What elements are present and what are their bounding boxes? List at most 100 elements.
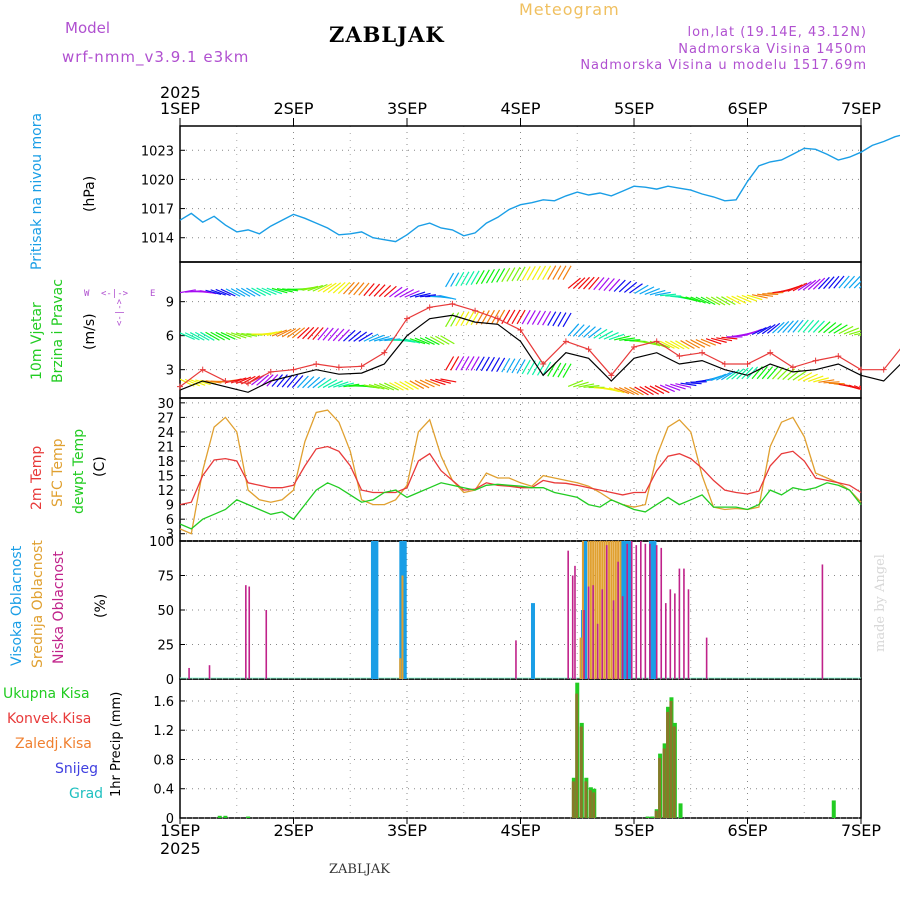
wind-barb — [440, 335, 455, 345]
cloud-bar-mid — [619, 541, 622, 679]
wind-barb — [332, 328, 345, 342]
wind-barb — [716, 337, 733, 342]
wind-barb — [368, 283, 381, 297]
wind-barb — [445, 356, 455, 371]
wind-barb — [828, 275, 840, 289]
pressure-unit: (hPa) — [82, 175, 98, 212]
wind-barb — [766, 366, 779, 380]
cloud-label-high: Visoka Oblacnost — [9, 545, 25, 666]
cloud-bar-high — [627, 541, 632, 679]
wind-barb — [746, 328, 763, 336]
wind-barb — [761, 366, 774, 380]
wind-barb — [215, 288, 231, 297]
cloud-bar-low — [630, 541, 633, 679]
wind-barb — [435, 378, 451, 384]
wind-barb — [455, 356, 465, 371]
wind-barb — [762, 293, 779, 296]
wind-barb — [537, 265, 547, 281]
precip-bar-convective — [662, 748, 666, 818]
model-altitude-label: Nadmorska Visina u modelu 1517.69m — [580, 58, 867, 73]
wind-barb — [757, 293, 774, 297]
wind-barb — [332, 281, 346, 294]
wind-barb — [761, 324, 776, 335]
y-tick-label: 100 — [149, 535, 174, 550]
wind-barb — [251, 287, 266, 297]
wind-barb — [542, 361, 552, 377]
wind-barb — [205, 331, 220, 341]
wind-barb — [603, 278, 615, 291]
wind-barb — [577, 325, 591, 338]
cloud-bar-mid — [614, 541, 617, 679]
cloud-bar-low — [208, 665, 211, 679]
wind-gust-marker — [608, 372, 615, 379]
wind-barb — [853, 280, 861, 289]
wind-barb — [567, 379, 584, 388]
wind-barb — [782, 320, 794, 334]
wind-barb — [639, 286, 655, 295]
wind-barb — [404, 338, 421, 344]
wind-barb — [189, 332, 205, 341]
cloud-bar-high — [649, 541, 654, 679]
wind-barb — [210, 289, 226, 296]
wind-barb — [777, 321, 790, 334]
temp-label-2: SFC Temp — [50, 438, 66, 507]
wind-label-2: Brzina i Pravac — [50, 279, 66, 383]
wind-barb — [603, 332, 619, 340]
wind-barb — [593, 328, 608, 339]
wind-barb — [629, 283, 643, 294]
panel-frame-pressure — [179, 125, 862, 263]
y-tick-label: 1020 — [141, 173, 174, 188]
wind-barb — [220, 331, 236, 340]
wind-barb — [353, 331, 368, 342]
cloud-bar-low — [669, 589, 672, 679]
wind-barb — [516, 309, 526, 325]
wind-barb — [649, 289, 666, 296]
wind-barb — [552, 265, 562, 280]
wind-gust-marker — [381, 349, 388, 356]
wind-barb — [526, 360, 536, 375]
wind-barb — [675, 383, 692, 388]
precip-bar-convective — [669, 700, 673, 818]
wind-barb — [200, 290, 217, 295]
wind-gust-marker — [222, 378, 229, 384]
wind-barb — [562, 265, 572, 281]
wind-barb — [470, 310, 480, 326]
cloud-bar-low — [617, 561, 619, 679]
x-tick-label-top: 2SEP — [273, 99, 313, 118]
wind-barb — [792, 370, 807, 381]
wind-barb — [271, 329, 288, 337]
wind-barb — [685, 382, 702, 385]
wind-barb — [450, 356, 460, 371]
cloud-label-mid: Srednja Oblacnost — [30, 540, 46, 668]
wind-barb — [577, 276, 590, 290]
wind-barb — [772, 321, 785, 334]
wind-barb — [389, 286, 403, 298]
wind-barb — [220, 288, 236, 297]
wind-barb — [404, 380, 419, 390]
wind-barb — [358, 282, 370, 296]
wind-barb — [885, 387, 899, 395]
wind-barb — [266, 287, 283, 295]
wind-barb — [317, 378, 332, 389]
wind-barb — [705, 296, 721, 306]
cloud-bar-mid — [589, 541, 592, 679]
wind-barb — [634, 386, 649, 396]
precip-legend-convective: Konvek.Kisa — [7, 711, 92, 727]
wind-barb — [567, 323, 580, 337]
wind-barb — [573, 381, 589, 388]
wind-barb — [276, 287, 293, 293]
cloud-bar-low — [248, 586, 251, 679]
wind-gust-marker — [653, 338, 660, 345]
wind-barb — [337, 281, 351, 294]
wind-barbs — [180, 265, 899, 396]
y-tick-label: 75 — [157, 570, 174, 585]
wind-barb — [875, 337, 891, 340]
wind-barb — [613, 387, 630, 395]
wind-barb — [557, 312, 567, 327]
dewpt-temp-line — [179, 482, 862, 530]
precip-legend-freezing: Zaledj.Kisa — [15, 736, 92, 752]
wind-barb — [180, 332, 195, 340]
wind-barb — [348, 330, 362, 342]
y-tick-label: 21 — [157, 440, 174, 455]
wind-barb — [440, 378, 457, 383]
